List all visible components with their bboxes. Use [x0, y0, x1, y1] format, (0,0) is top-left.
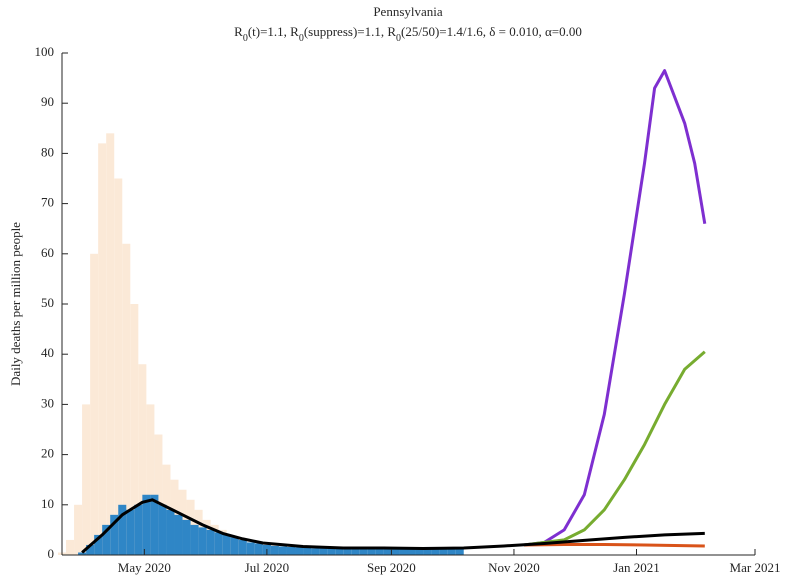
subtitle-part: (25/50)=1.4/1.6, δ = 0.010, α=0.00	[401, 24, 582, 39]
y-tick-label: 100	[35, 44, 55, 59]
bar	[126, 509, 135, 555]
bar	[319, 548, 328, 555]
y-tick-label: 20	[41, 446, 54, 461]
y-tick-label: 10	[41, 496, 54, 511]
bar	[98, 143, 107, 556]
subscript: 0	[243, 33, 248, 44]
bar	[254, 543, 263, 555]
chart-title: Pennsylvania	[373, 4, 443, 19]
bar	[142, 494, 151, 555]
bar	[311, 548, 320, 555]
x-tick-label: Mar 2021	[730, 560, 781, 575]
bar	[78, 552, 87, 555]
bar	[102, 524, 111, 555]
bar	[295, 547, 304, 555]
bar	[423, 546, 432, 555]
y-tick-label: 50	[41, 295, 54, 310]
bars	[57, 133, 464, 556]
bar	[270, 545, 279, 555]
bar	[335, 547, 344, 555]
bar	[138, 364, 147, 555]
bar	[206, 529, 215, 555]
bar	[150, 494, 159, 555]
bar	[367, 547, 376, 555]
bar	[447, 547, 456, 555]
bar	[146, 404, 155, 555]
subtitle-part: (t)=1.1, R	[248, 24, 299, 39]
bar	[375, 548, 384, 555]
y-tick-label: 0	[48, 546, 55, 561]
y-tick-label: 30	[41, 395, 54, 410]
bar	[455, 547, 464, 555]
bar	[439, 547, 448, 555]
bar	[222, 534, 231, 555]
x-tick-label: May 2020	[118, 560, 171, 575]
lines	[81, 69, 707, 554]
x-tick-label: Jan 2021	[613, 560, 660, 575]
bar	[90, 253, 99, 556]
bar	[351, 547, 360, 555]
bar	[86, 544, 95, 555]
y-axis-label: Daily deaths per million people	[8, 222, 23, 386]
y-tick-label: 40	[41, 345, 54, 360]
subscript: 0	[299, 33, 304, 44]
bar	[130, 304, 139, 555]
bar	[303, 547, 312, 555]
bar	[114, 178, 123, 555]
bar	[391, 548, 400, 555]
bar	[278, 546, 287, 555]
y-tick-label: 60	[41, 245, 54, 260]
line	[523, 543, 705, 548]
chart-subtitle: R0(t)=1.1, R0(suppress)=1.1, R0(25/50)=1…	[234, 24, 582, 44]
x-tick-label: Jul 2020	[245, 560, 289, 575]
bar	[327, 548, 336, 555]
bar	[110, 514, 119, 555]
bar	[106, 133, 115, 555]
bar	[383, 548, 392, 555]
subtitle-part: (suppress)=1.1, R	[304, 24, 397, 39]
x-tick-label: Nov 2020	[488, 560, 540, 575]
bar	[166, 509, 175, 555]
bar	[407, 547, 416, 555]
subscript: 0	[396, 33, 401, 44]
bar	[158, 504, 167, 555]
bar	[122, 243, 131, 555]
line	[523, 350, 706, 547]
bar	[182, 519, 191, 555]
bar	[230, 537, 239, 555]
line	[523, 69, 707, 547]
y-tick-label: 70	[41, 195, 54, 210]
bar	[94, 534, 103, 555]
bar	[246, 542, 255, 555]
bar	[82, 404, 91, 555]
subtitle-part: R	[234, 24, 243, 39]
bar	[66, 539, 75, 555]
bar	[190, 524, 199, 555]
y-tick-label: 90	[41, 94, 54, 109]
bar	[134, 504, 143, 555]
y-tick-label: 80	[41, 144, 54, 159]
bar	[174, 514, 183, 555]
bar	[74, 504, 83, 555]
bar	[431, 546, 440, 555]
bar	[286, 546, 296, 555]
line	[81, 498, 705, 554]
bar	[118, 504, 127, 555]
x-tick-label: Sep 2020	[367, 560, 416, 575]
bar	[343, 547, 352, 555]
bar	[415, 547, 424, 555]
bar	[214, 532, 223, 555]
bar	[399, 548, 408, 555]
bar	[198, 527, 207, 555]
bar	[238, 539, 247, 555]
bar	[359, 547, 368, 555]
